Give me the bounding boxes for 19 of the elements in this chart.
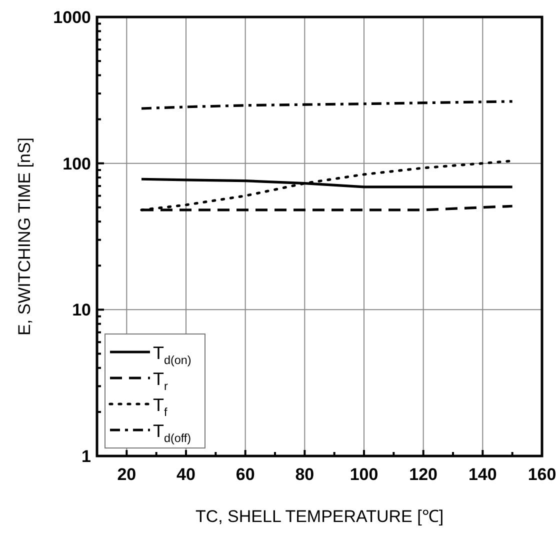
y-axis-title: E, SWITCHING TIME [nS] (15, 137, 34, 336)
y-tick-label: 1000 (53, 8, 91, 27)
y-tick-label: 10 (72, 300, 91, 320)
x-tick-label: 60 (236, 465, 255, 484)
legend-label: T$_{d(on)}$ (153, 343, 192, 367)
legend-label: T$_{f}$ (153, 395, 168, 419)
y-tick-label: 1 (82, 447, 91, 466)
x-tick-label: 40 (176, 465, 196, 484)
x-tick-label: 120 (409, 465, 438, 484)
x-tick-label: 80 (295, 465, 314, 484)
x-tick-label: 100 (350, 465, 378, 484)
y-tick-label: 100 (62, 154, 91, 174)
x-tick-label: 20 (117, 465, 136, 484)
legend-label: T$_{r}$ (153, 369, 168, 393)
x-tick-label: 140 (468, 465, 497, 484)
x-axis-title: TC, SHELL TEMPERATURE [℃] (195, 507, 444, 526)
line-series (140, 100, 514, 110)
legend-label: T$_{d(off)}$ (153, 421, 192, 445)
x-tick-label: 160 (528, 465, 556, 484)
